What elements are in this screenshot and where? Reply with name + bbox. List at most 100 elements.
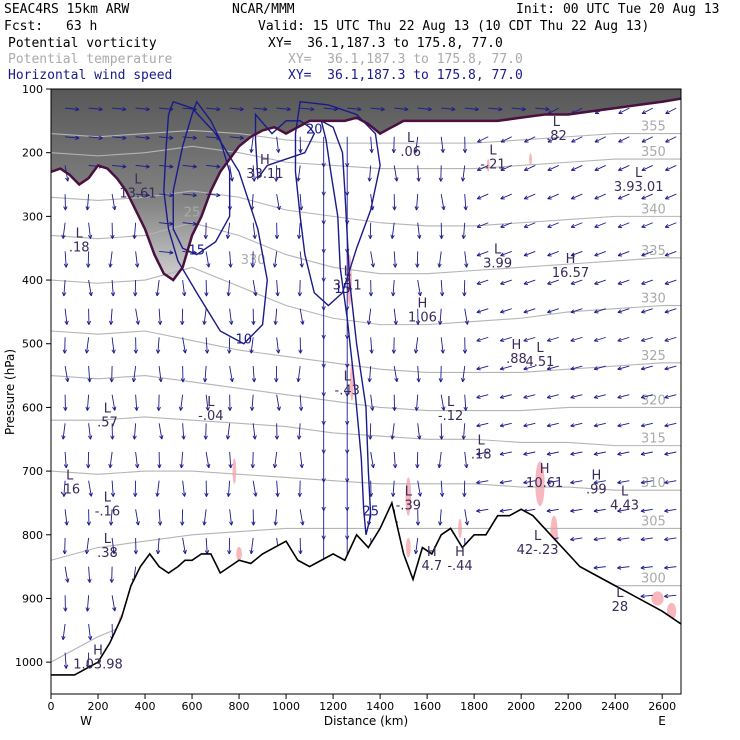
wind-vector [111, 595, 116, 612]
wind-vector-head [392, 406, 397, 411]
extremum-value: 10.61 [526, 476, 563, 491]
wind-vector-head [476, 394, 481, 399]
wind-vector-head [523, 252, 529, 257]
pv-2pvu-contour [51, 97, 681, 282]
wind-vector-head [135, 263, 140, 268]
wind-vector-head [415, 320, 421, 325]
wind-vector [617, 422, 630, 427]
wind-vector [274, 451, 278, 468]
wind-vector [276, 337, 280, 354]
wind-vector-head [439, 292, 445, 297]
field-wind-name: Horizontal wind speed [8, 68, 173, 83]
wind-vector-head [227, 349, 232, 354]
wind-vector-head [250, 406, 255, 411]
wind-vector-head [63, 263, 69, 268]
wind-vector [665, 165, 677, 171]
wind-vector-head [415, 263, 420, 268]
wind-vector-head [299, 263, 304, 268]
wind-vector [640, 566, 653, 569]
wind-vector-head [61, 435, 66, 440]
wind-vector-head [570, 223, 576, 228]
high-marker: H [512, 338, 522, 353]
wind-vector [511, 107, 526, 110]
wind-vector [297, 365, 301, 382]
wind-vector [276, 136, 280, 153]
wind-vector-head [394, 177, 399, 182]
wind-vector [112, 164, 127, 168]
isentrope-label: 340 [641, 202, 666, 217]
wind-vector-head [145, 135, 150, 140]
wind-vector-head [298, 148, 303, 153]
wind-vector [227, 222, 231, 239]
isentrope-line [51, 129, 681, 144]
low-marker: L [104, 532, 112, 547]
wind-vector-head [357, 107, 362, 112]
wind-vectors [61, 107, 677, 669]
pv-positive-patch [405, 477, 412, 516]
wind-vector [391, 423, 395, 440]
wind-vector-head [88, 492, 93, 497]
wind-vector [159, 164, 174, 168]
y-tick-label: 600 [22, 401, 43, 414]
extremum-value: 4.7 [421, 559, 442, 574]
wind-vector [617, 308, 630, 313]
wind-vector-head [499, 394, 505, 399]
wind-vector-head [664, 480, 669, 485]
wind-vector-head [263, 107, 268, 112]
wind-vector-head [617, 537, 622, 542]
wind-vector-head [664, 508, 669, 513]
wind-vector-head [664, 252, 670, 257]
wind-vector [570, 451, 583, 455]
wind-vector-head [252, 234, 257, 239]
wind-vector [274, 251, 278, 268]
extremum-value: -.44 [447, 559, 472, 574]
wind-vector [617, 250, 630, 257]
wind-vector [594, 365, 606, 370]
isotach-label: 15 [188, 244, 205, 259]
y-tick-label: 300 [22, 210, 43, 223]
wind-vector-head [641, 138, 647, 143]
wind-vector-head [273, 320, 278, 325]
wind-vector [158, 509, 161, 526]
wind-vector [499, 480, 512, 484]
low-marker: L [489, 144, 497, 159]
wind-vector-head [394, 377, 399, 383]
wind-vector-head [439, 435, 444, 440]
wind-vector [547, 193, 559, 200]
wind-vector-head [88, 635, 93, 641]
wind-vector-head [594, 223, 599, 228]
wind-vector [112, 107, 127, 110]
wind-vector [570, 365, 583, 370]
wind-vector [664, 250, 677, 257]
wind-vector-head [85, 607, 90, 612]
wind-vector-head [665, 110, 670, 115]
wind-vector-head [229, 377, 234, 383]
wind-vector-head [192, 193, 197, 198]
wind-vector [88, 423, 91, 440]
wind-vector [86, 394, 90, 411]
wind-vector-head [111, 349, 116, 354]
wind-vector [464, 107, 479, 110]
wind-vector-head [665, 138, 670, 143]
wind-vector [417, 222, 421, 239]
wind-vector [570, 279, 583, 285]
wind-vector [88, 136, 103, 139]
wind-vector [617, 480, 630, 484]
wind-vector-head [108, 521, 114, 526]
wind-vector [593, 566, 606, 569]
wind-vector [546, 451, 559, 455]
wind-vector-head [391, 349, 396, 354]
wind-vector-head [370, 406, 375, 411]
wind-vector-head [546, 337, 552, 342]
wind-vector-head [228, 263, 233, 268]
wind-vector [368, 165, 372, 182]
wind-vector [476, 480, 489, 484]
extremum-value: 28 [612, 600, 629, 615]
wind-vector-head [416, 378, 421, 383]
wind-vector-head [617, 195, 623, 200]
wind-vector-head [206, 263, 211, 268]
wind-vector [641, 165, 653, 171]
wind-vector-head [250, 263, 255, 268]
wind-vector-head [500, 280, 505, 285]
wind-vector-head [182, 549, 187, 555]
